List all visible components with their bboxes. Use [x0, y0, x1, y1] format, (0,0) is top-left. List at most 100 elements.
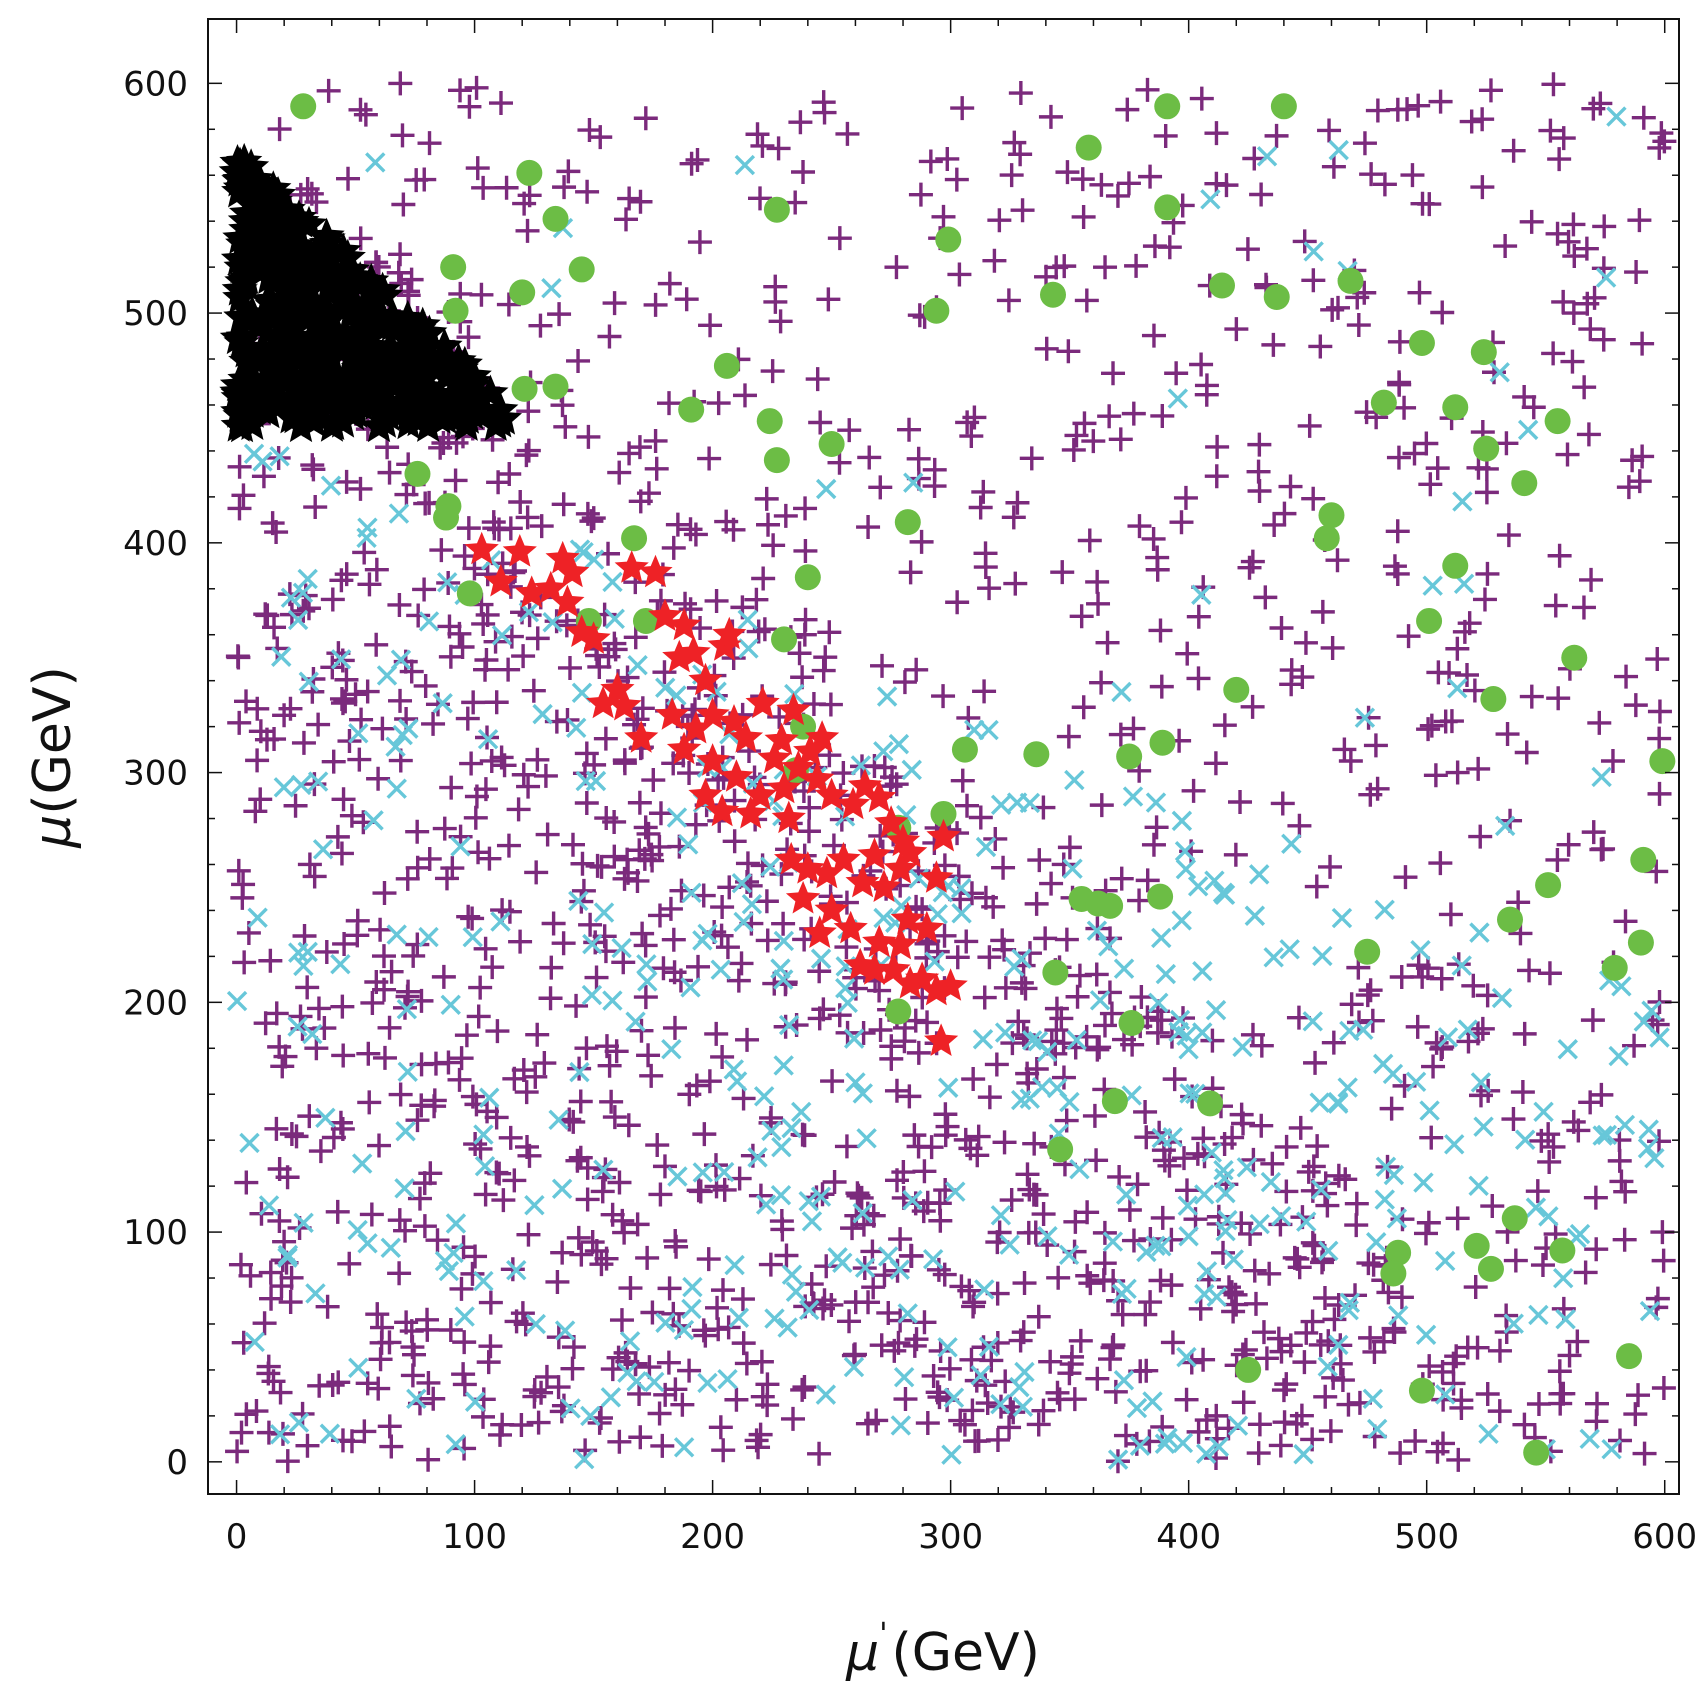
scan-point-mark [1164, 361, 1189, 386]
scan-point-mark [1647, 726, 1672, 751]
scan-point-mark [394, 482, 419, 507]
cyan-point-mark [602, 571, 623, 593]
scan-point-mark [448, 78, 473, 103]
scan-point-mark [661, 751, 686, 776]
scan-point-mark [996, 288, 1021, 313]
scan-point-mark [416, 1370, 441, 1395]
scan-point-mark [372, 1045, 397, 1070]
scan-point-mark [463, 805, 488, 830]
cyan-point-mark [815, 1384, 837, 1405]
scan-point-mark [303, 495, 328, 520]
x-tick-label: 200 [680, 1517, 745, 1557]
scan-point-mark [421, 711, 446, 736]
scan-point-mark [647, 903, 672, 928]
scan-point-mark [1336, 1392, 1361, 1417]
scan-point-mark [835, 121, 860, 146]
scan-point-mark [861, 1275, 886, 1300]
cyan-point-mark [1514, 1129, 1536, 1150]
cyan-point-mark [1142, 1391, 1163, 1412]
scan-point-mark [1538, 118, 1563, 143]
scan-point-mark [945, 945, 970, 970]
scan-point-mark [594, 1034, 619, 1059]
cyan-point-mark [347, 1219, 368, 1241]
scan-point-mark [633, 933, 658, 958]
scan-point-mark [1561, 301, 1586, 326]
cyan-point-mark [1196, 1261, 1218, 1282]
scan-point-mark [1537, 1149, 1562, 1174]
scan-point-mark [651, 956, 676, 981]
scan-point-mark [868, 475, 893, 500]
scan-point-mark [679, 151, 704, 176]
scan-point-mark [405, 819, 430, 844]
scan-point-mark [1109, 866, 1134, 891]
scan-point-mark [1386, 445, 1411, 470]
scan-point-mark [770, 1217, 795, 1242]
scan-point-mark [533, 763, 558, 788]
scan-point-mark [390, 123, 415, 148]
scan-point-mark [922, 474, 947, 499]
cyan-point-mark [244, 1331, 265, 1353]
scan-point-mark [291, 598, 316, 623]
scan-point-mark [1055, 160, 1080, 185]
cyan-point-mark [348, 723, 369, 744]
scan-point-mark [267, 1157, 292, 1181]
cyan-point-mark [873, 907, 894, 929]
scan-point-mark [267, 1034, 292, 1059]
scan-point-mark [1173, 485, 1198, 510]
scan-point-mark [1387, 370, 1412, 395]
red-point-mark [655, 697, 690, 730]
scan-point-mark [892, 1029, 917, 1054]
scan-point-mark [416, 1447, 441, 1472]
scan-point-mark [1389, 965, 1414, 990]
cyan-point-mark [902, 1189, 923, 1211]
scan-point-mark [1521, 395, 1546, 420]
scan-point-mark [1001, 1400, 1026, 1425]
scan-point-mark [837, 1309, 862, 1334]
scan-point-mark [576, 424, 601, 449]
scan-point-mark [255, 603, 280, 628]
cyan-point-mark [666, 807, 688, 828]
cyan-point-mark [1638, 1119, 1659, 1140]
scan-point-mark [1015, 1162, 1040, 1187]
scan-point-mark [1301, 1154, 1326, 1179]
scan-point-mark [1609, 1169, 1634, 1194]
scan-point-mark [231, 872, 256, 897]
cyan-point-mark [288, 1412, 310, 1433]
scan-point-mark [640, 1300, 665, 1325]
scan-point-mark [1071, 204, 1096, 229]
cyan-point-mark [1066, 1029, 1087, 1051]
scan-point-mark [268, 1380, 293, 1405]
scan-point-mark [1082, 1103, 1107, 1128]
scan-point-mark [366, 1376, 391, 1401]
cyan-point-mark [298, 671, 319, 692]
cyan-point-mark [1339, 1292, 1361, 1314]
scan-point-mark [985, 1330, 1010, 1355]
scan-point-mark [1423, 763, 1448, 788]
scan-point-mark [748, 1422, 773, 1447]
green-point-mark [1385, 1239, 1412, 1266]
cyan-point-mark [972, 1029, 994, 1050]
scan-point-mark [283, 793, 308, 818]
scan-point-mark [834, 1134, 859, 1159]
cyan-point-mark [348, 1357, 369, 1379]
scan-point-mark [487, 1422, 512, 1447]
scan-point-mark [652, 660, 677, 685]
scan-point-mark [834, 890, 859, 915]
cyan-point-mark [778, 1014, 800, 1036]
red-point-mark [745, 685, 780, 719]
cyan-point-mark [852, 1083, 873, 1104]
scan-point-mark [1321, 154, 1346, 179]
cyan-point-mark [1200, 189, 1221, 210]
scan-point-mark [584, 965, 609, 990]
scan-point-mark [627, 790, 652, 815]
cyan-point-mark [1037, 1226, 1058, 1247]
scan-point-mark [1321, 1030, 1346, 1055]
scan-point-mark [975, 1391, 1000, 1416]
scan-point-mark [696, 1247, 721, 1272]
black-point-mark [426, 339, 463, 374]
scan-point-mark [1249, 1033, 1274, 1058]
scan-point-mark [704, 588, 729, 613]
scan-point-mark [1555, 442, 1580, 467]
cyan-point-mark [574, 1448, 595, 1470]
scan-point-mark [617, 186, 642, 211]
